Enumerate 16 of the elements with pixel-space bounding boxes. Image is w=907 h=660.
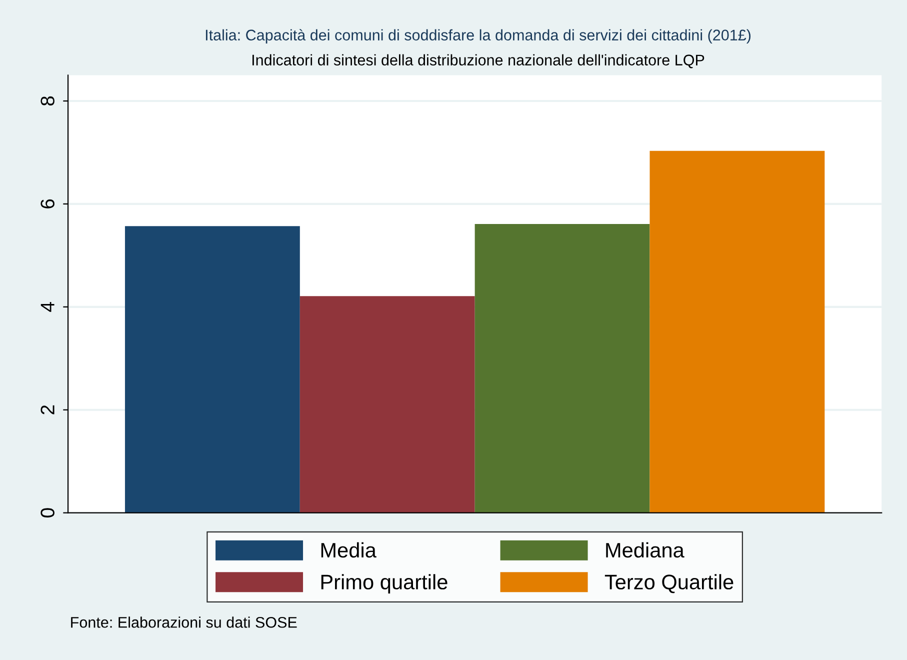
legend-label: Primo quartile (321, 574, 448, 594)
y-tick-label: 4 (40, 302, 54, 312)
legend-label: Mediana (606, 542, 684, 558)
y-tick-label: 0 (40, 508, 54, 518)
source-note: Fonte: Elaborazioni su dati SOSE (71, 616, 297, 628)
chart-title: Italia: Capacità dei comuni di soddisfare la domanda di servizi dei cittadini (201£) (206, 29, 751, 44)
y-tick-label: 6 (40, 199, 54, 208)
bar (650, 150, 825, 513)
legend-label: Media (321, 542, 376, 558)
y-tick-label: 2 (40, 405, 54, 414)
bar (474, 224, 650, 513)
y-tick-label: 8 (40, 96, 54, 106)
bar (300, 296, 475, 513)
bar (124, 226, 300, 513)
legend-label: Terzo Quartile (604, 574, 734, 594)
chart-subtitle: Indicatori di sintesi della distribuzione nazionale dell'indicatore LQP (252, 54, 704, 68)
